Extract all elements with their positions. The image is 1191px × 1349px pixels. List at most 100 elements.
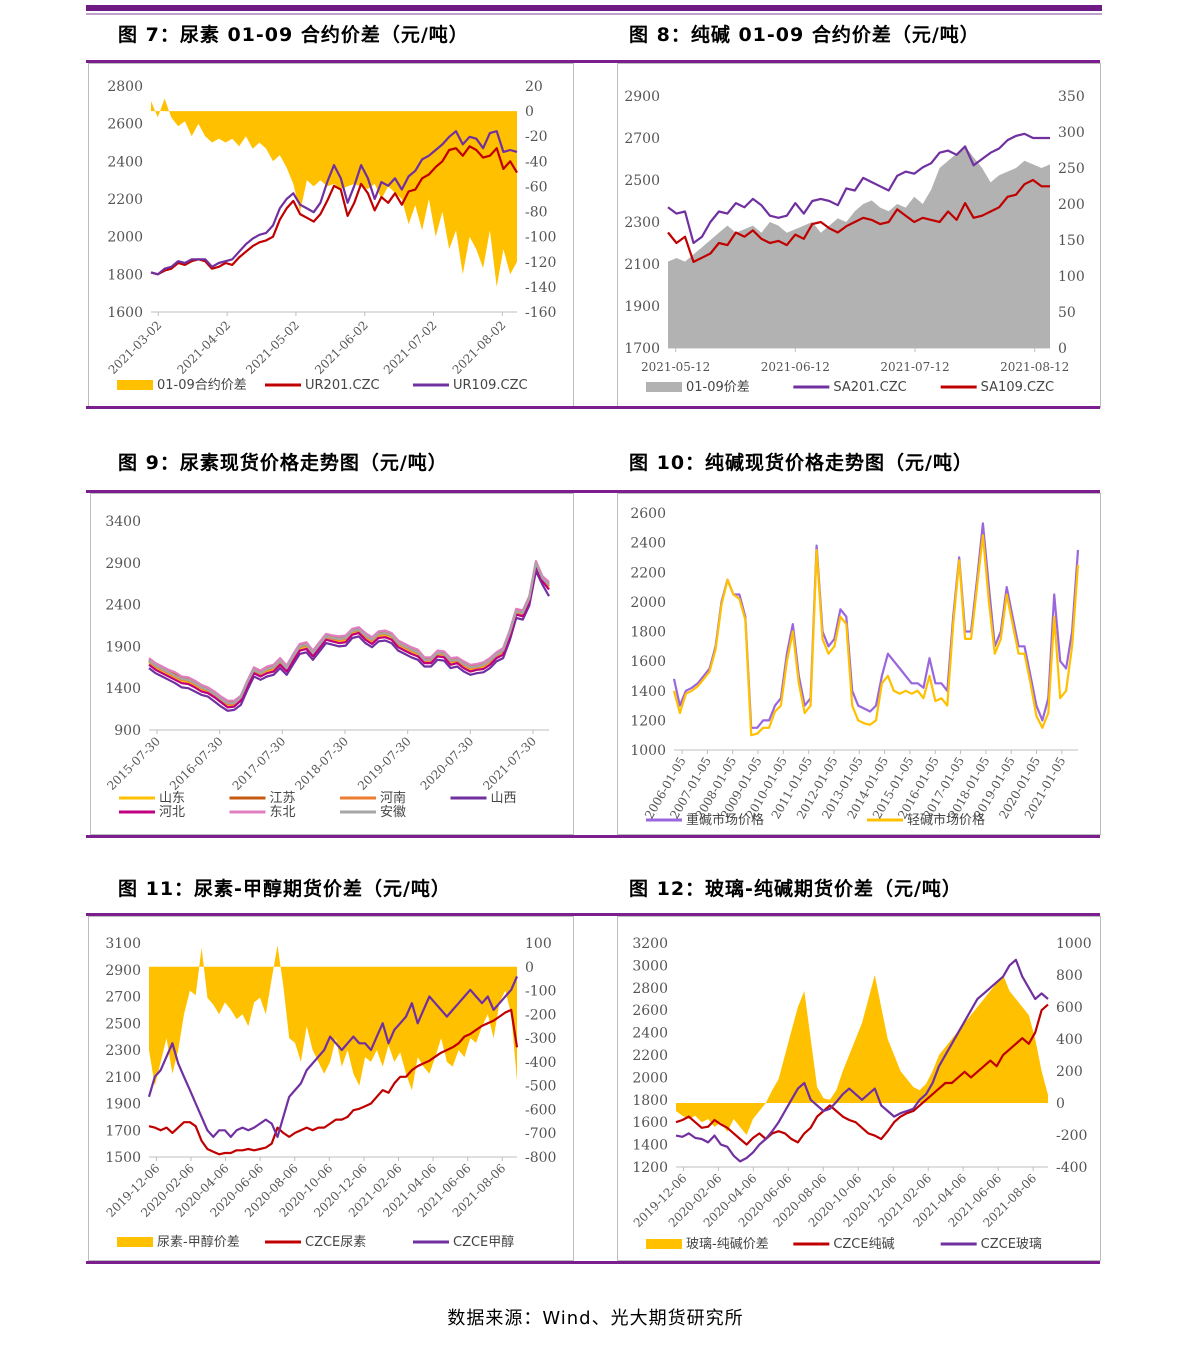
x-tick-label: 2020-07-30 bbox=[418, 734, 477, 793]
series-line bbox=[150, 145, 518, 276]
x-tick-label: 2017-07-30 bbox=[230, 734, 289, 793]
series-line bbox=[148, 562, 550, 705]
legend-label: 江苏 bbox=[270, 790, 296, 806]
y-left-tick-label: 2900 bbox=[105, 963, 141, 979]
y-right-tick-label: -600 bbox=[525, 1102, 556, 1118]
y-right-tick-label: 0 bbox=[1058, 341, 1067, 357]
y-left-tick-label: 3200 bbox=[632, 936, 668, 952]
x-tick-label: 2019-07-30 bbox=[355, 734, 414, 793]
chart-title-10: 图 10：纯碱现货价格走势图（元/吨） bbox=[629, 452, 973, 474]
series-line bbox=[675, 1003, 1049, 1146]
y-left-tick-label: 1200 bbox=[632, 1160, 668, 1176]
legend-label: 重碱市场价格 bbox=[686, 812, 764, 828]
y-left-tick-label: 2900 bbox=[624, 89, 660, 105]
y-right-tick-label: -160 bbox=[525, 305, 556, 321]
y-right-tick-label: 250 bbox=[1058, 161, 1085, 177]
y-left-tick-label: 1600 bbox=[630, 654, 666, 670]
y-left-tick-label: 1000 bbox=[630, 743, 666, 759]
y-right-tick-label: 0 bbox=[525, 104, 534, 120]
y-left-tick-label: 2500 bbox=[105, 1016, 141, 1032]
y-left-tick-label: 1500 bbox=[105, 1150, 141, 1166]
chart-panel-urea-methanol: 1500 1700 1900 2100 2300 2500 2700 2900 3100 -800… bbox=[88, 916, 574, 1261]
legend-label: 河南 bbox=[380, 790, 406, 806]
y-left-tick-label: 2700 bbox=[105, 990, 141, 1006]
y-left-tick-label: 1700 bbox=[105, 1123, 141, 1139]
chart-svg: 1000120014001600180020002200240026002006… bbox=[630, 506, 1080, 828]
legend-label: 安徽 bbox=[380, 805, 406, 820]
y-left-tick-label: 1600 bbox=[632, 1115, 668, 1131]
chart-svg: 1500 1700 1900 2100 2300 2500 2700 2900 3100 -800… bbox=[104, 936, 557, 1250]
series-area bbox=[676, 975, 1048, 1135]
y-right-tick-label: 350 bbox=[1058, 89, 1085, 105]
series-line bbox=[150, 130, 518, 276]
legend-swatch bbox=[117, 1237, 153, 1247]
y-right-tick-label: 100 bbox=[525, 936, 552, 952]
y-left-tick-label: 1800 bbox=[632, 1093, 668, 1109]
x-tick-label: 2021-08-02 bbox=[450, 318, 509, 377]
y-left-tick-label: 2300 bbox=[624, 215, 660, 231]
y-left-tick-label: 2400 bbox=[630, 536, 666, 552]
y-right-tick-label: 600 bbox=[1056, 1000, 1083, 1016]
panel-rule bbox=[86, 406, 1100, 409]
series-line bbox=[147, 975, 519, 1138]
y-right-tick-label: -800 bbox=[525, 1150, 556, 1166]
legend-label: 东北 bbox=[270, 805, 296, 820]
y-left-tick-label: 2600 bbox=[632, 1003, 668, 1019]
y-left-tick-label: 3100 bbox=[105, 936, 141, 952]
y-left-tick-label: 2000 bbox=[107, 230, 143, 246]
y-left-tick-label: 2000 bbox=[630, 595, 666, 611]
y-right-tick-label: 400 bbox=[1056, 1032, 1083, 1048]
legend-label: 玻璃-纯碱价差 bbox=[686, 1237, 769, 1252]
y-right-tick-label: 50 bbox=[1058, 305, 1076, 321]
series-line bbox=[148, 564, 550, 709]
y-left-tick-label: 2200 bbox=[632, 1048, 668, 1064]
y-left-tick-label: 2300 bbox=[105, 1043, 141, 1059]
y-left-tick-label: 2900 bbox=[105, 556, 141, 572]
top-accent-bar-thin bbox=[86, 13, 1102, 15]
y-left-tick-label: 2200 bbox=[630, 565, 666, 581]
y-left-tick-label: 2400 bbox=[632, 1026, 668, 1042]
series-area bbox=[151, 98, 517, 287]
y-right-tick-label: -40 bbox=[525, 154, 548, 170]
legend-swatch bbox=[646, 1239, 682, 1249]
y-right-tick-label: 800 bbox=[1056, 968, 1083, 984]
chart-panel-urea-01-09: 1600 1800 2000 2200 2400 2600 2800 -160 -140 -120… bbox=[88, 63, 574, 408]
y-left-tick-label: 2000 bbox=[632, 1070, 668, 1086]
y-left-tick-label: 2800 bbox=[632, 981, 668, 997]
y-right-tick-label: -200 bbox=[1056, 1128, 1087, 1144]
y-left-tick-label: 1200 bbox=[630, 713, 666, 729]
series-line bbox=[672, 522, 1080, 729]
chart-svg: 900 1400 1900 2400 2900 3400 2015-07-30 2016-07… bbox=[104, 514, 550, 820]
y-left-tick-label: 2400 bbox=[107, 154, 143, 170]
y-right-tick-label: -60 bbox=[525, 179, 548, 195]
y-left-tick-label: 2100 bbox=[624, 257, 660, 273]
legend-label: 01-09价差 bbox=[686, 380, 750, 395]
series-area bbox=[149, 945, 517, 1091]
legend-label: 01-09合约价差 bbox=[157, 378, 247, 393]
x-tick-label: 2018-07-30 bbox=[292, 734, 351, 793]
legend-label: 轻碱市场价格 bbox=[907, 812, 985, 828]
chart-panel-sodaash-spot: 1000 1200 1400 1600 1800 2000 2200 2400 2600 2006… bbox=[617, 493, 1101, 835]
chart-title-8: 图 8：纯碱 01-09 合约价差（元/吨） bbox=[629, 24, 980, 46]
legend-label: 山西 bbox=[491, 791, 517, 806]
legend-label: 尿素-甲醇价差 bbox=[157, 1234, 240, 1250]
chart-title-7: 图 7：尿素 01-09 合约价差（元/吨） bbox=[118, 24, 469, 46]
y-left-tick-label: 3000 bbox=[632, 958, 668, 974]
x-tick-label: 2021-06-12 bbox=[761, 360, 830, 374]
series-line bbox=[148, 1008, 519, 1156]
x-tick-label: 2021-07-30 bbox=[480, 734, 539, 793]
y-left-tick-label: 1900 bbox=[105, 1097, 141, 1113]
legend-swatch bbox=[646, 382, 682, 392]
series-area bbox=[668, 146, 1050, 348]
y-right-tick-label: 0 bbox=[525, 960, 534, 976]
y-right-tick-label: -300 bbox=[525, 1031, 556, 1047]
y-left-tick-label: 1900 bbox=[105, 639, 141, 655]
chart-panel-glass-sodaash: 1200 1400 1600 1800 2000 2200 2400 2600 2800 3000… bbox=[617, 916, 1101, 1261]
y-left-tick-label: 2600 bbox=[107, 117, 143, 133]
x-tick-label: 2021-06-02 bbox=[312, 318, 371, 377]
series-line bbox=[667, 178, 1050, 263]
panel-rule bbox=[86, 1261, 1100, 1264]
y-right-tick-label: -120 bbox=[525, 255, 556, 271]
y-right-tick-label: 100 bbox=[1058, 269, 1085, 285]
legend-label: CZCE玻璃 bbox=[981, 1237, 1042, 1252]
